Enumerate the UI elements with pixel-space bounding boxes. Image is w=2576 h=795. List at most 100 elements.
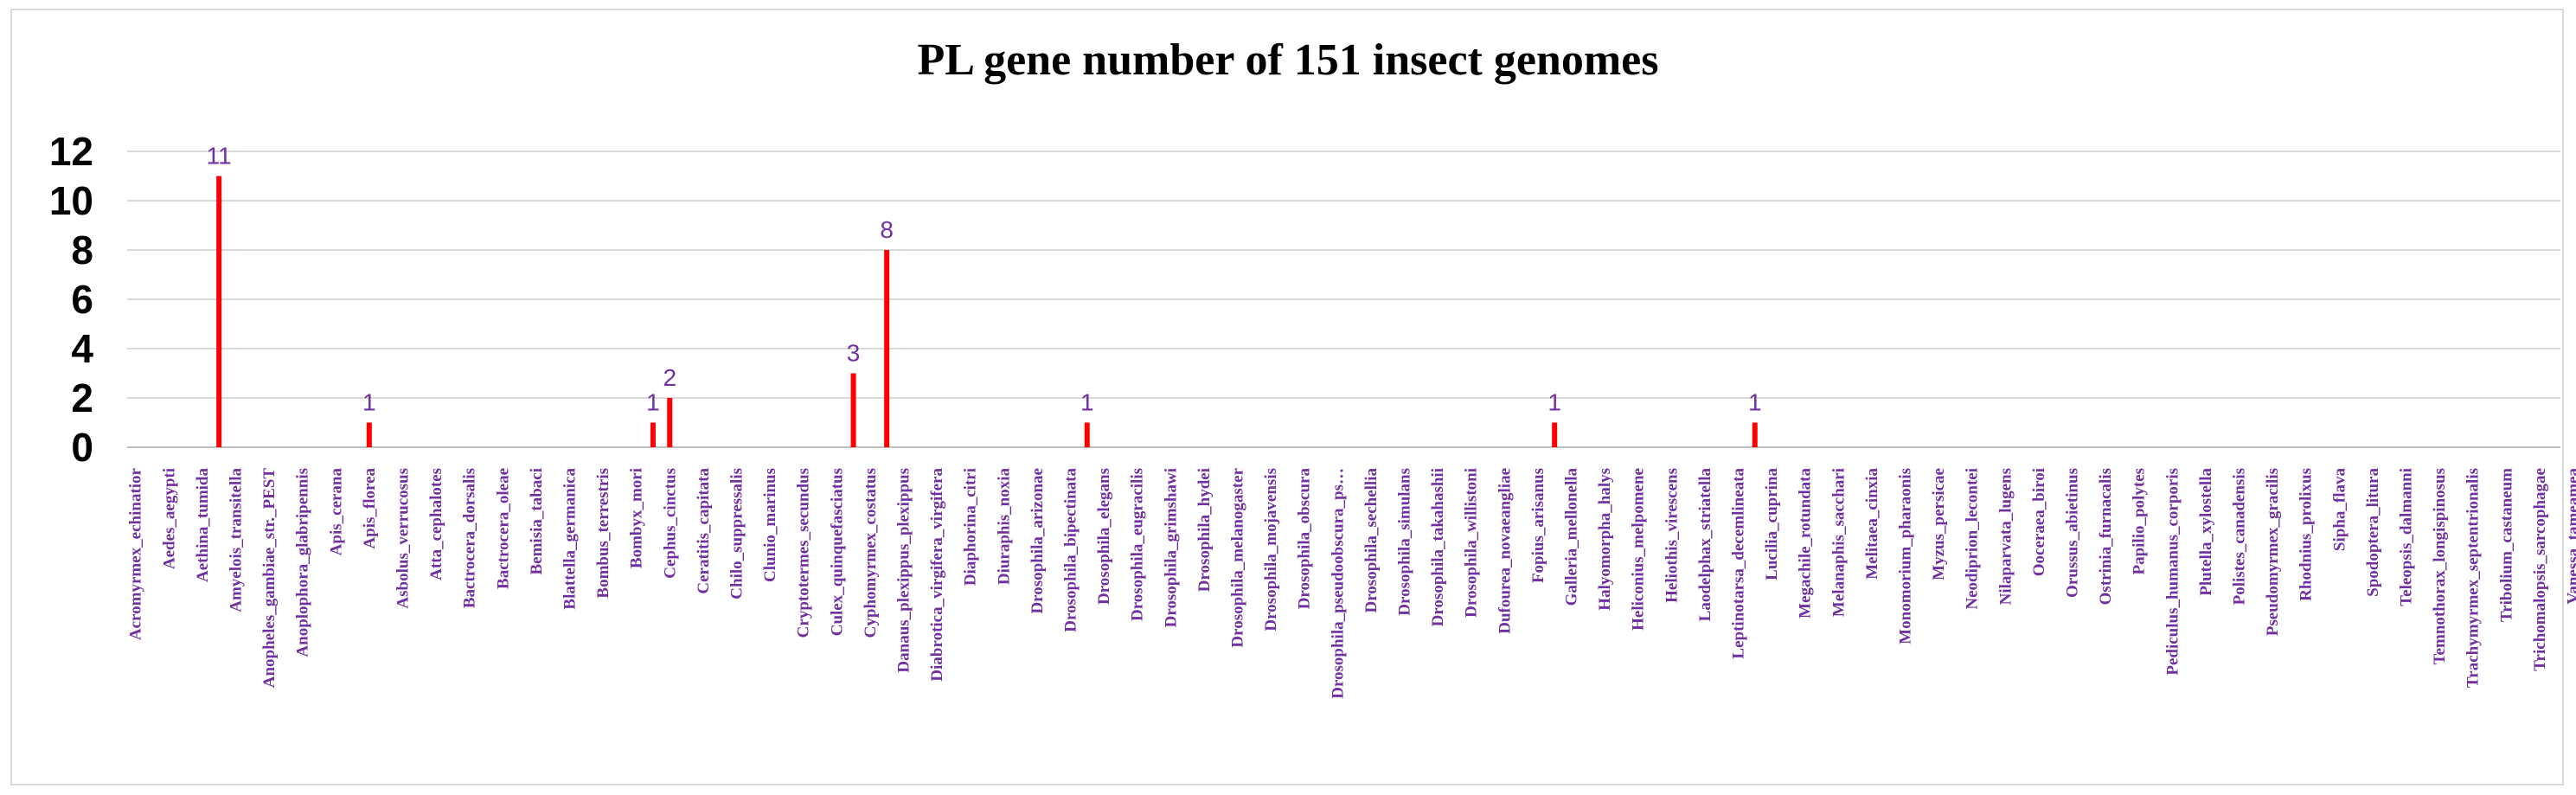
data-label: 1 [1748,389,1762,416]
x-tick-label: Drosophila_bipectinata [1061,468,1080,632]
y-tick-label: 0 [71,425,93,470]
bar [884,250,890,447]
gridlines [127,151,2560,448]
y-tick-label: 6 [71,277,93,322]
x-tick-label: Drosophila_pseudoobscura_ps… [1329,468,1347,699]
x-tick-label: Diaphorina_citri [962,468,980,586]
x-tick-label: Drosophila_arizonae [1028,468,1047,614]
x-tick-label: Temnothorax_longispinosus [2431,468,2449,664]
data-label: 1 [646,389,660,416]
y-tick-label: 8 [71,228,93,272]
x-tick-label: Aethina_tumida [194,468,212,582]
x-tick-label: Anopheles_gambiae_str._PEST [260,468,279,689]
x-tick-label: Drosophila_simulans [1395,468,1413,616]
x-tick-label: Ooceraea_biroi [2030,468,2048,576]
x-tick-label: Heliconius_melpomene [1630,468,1648,631]
x-tick-label: Megachile_rotundata [1797,468,1815,619]
x-tick-label: Vanessa_tameamea [2564,468,2576,605]
x-tick-label: Bombyx_mori [628,468,646,568]
y-tick-label: 4 [71,326,93,371]
x-tick-label: Halyomorpha_halys [1596,468,1614,611]
x-tick-label: Drosophila_elegans [1095,468,1113,605]
x-tick-label: Trichomalopsis_sarcophagae [2531,468,2549,671]
data-label: 11 [207,143,232,170]
x-tick-label: Drosophila_mojavensis [1262,468,1280,632]
data-label: 1 [1080,389,1094,416]
x-tick-label: Culex_quinquefasciatus [828,468,846,636]
bar [366,422,372,447]
x-tick-label: Apis_florea [361,468,379,549]
x-tick-label: Plutella_xylostella [2197,468,2215,596]
data-label: 1 [1548,389,1561,416]
x-tick-label: Fopius_arisanus [1529,468,1548,583]
x-tick-label: Polistes_canadensis [2230,468,2248,605]
y-tick-label: 10 [49,178,93,223]
x-tick-label: Dufourea_novaeangliae [1496,468,1514,634]
x-tick-label: Clunio_marinus [761,468,779,582]
y-tick-label: 12 [49,129,93,174]
x-tick-label: Drosophila_hydei [1195,468,1214,592]
x-tick-label: Bactrocera_oleae [494,468,512,589]
x-tick-label: Heliothis_virescens [1663,468,1681,603]
x-tick-label: Anoplophora_glabripennis [294,468,312,657]
bar [667,398,673,447]
data-label: 8 [880,216,894,243]
x-tick-label: Rhodnius_prolixus [2297,468,2316,601]
x-tick-label: Bactrocera_dorsalis [461,468,479,608]
x-tick-label: Chilo_suppressalis [727,468,746,599]
x-tick-label: Cyphomyrmex_costatus [862,468,880,638]
x-tick-label: Drosophila_melanogaster [1228,467,1246,647]
bar [1084,422,1090,447]
x-tick-label: Teleopsis_dalmanni [2397,468,2415,606]
x-tick-label: Neodiprion_lecontei [1964,468,1982,610]
data-label: 2 [663,364,676,391]
x-tick-label: Leptinotarsa_decemlineata [1729,468,1747,659]
data-label: 1 [362,389,376,416]
x-tick-label: Drosophila_eugracilis [1129,468,1147,621]
x-tick-label: Diabrotica_virgifera_virgifera [928,468,946,682]
bars [216,176,1758,447]
bar [850,373,856,447]
y-tick-label: 2 [71,375,93,420]
x-tick-label: Myzus_persicae [1930,468,1948,580]
x-tick-label: Aedes_aegypti [160,468,178,569]
bar [1752,422,1758,447]
x-tick-label: Drosophila_takahashii [1429,468,1447,626]
x-tick-label: Ceratitis_capitata [695,468,713,594]
x-tick-label: Drosophila_obscura [1296,468,1314,610]
x-tick-label: Ostrinia_furnacalis [2097,468,2115,605]
x-tick-label: Danaus_plexippus_plexippus [894,468,913,673]
x-tick-label: Nilaparvata_lugens [1996,468,2015,605]
bar [1552,422,1558,447]
x-tick-label: Drosophila_willistoni [1463,468,1481,618]
x-tick-label: Spodoptera_litura [2364,468,2382,597]
x-tick-label: Melitaea_cinxia [1863,468,1881,580]
x-tick-label: Laodelphax_striatella [1696,468,1714,622]
x-tick-label: Galleria_mellonella [1562,468,1580,606]
x-axis: Acromyrmex_echinatior Aedes_aegypti Aethin… [127,467,2576,698]
x-tick-label: Melanaphis_sacchari [1829,468,1848,617]
x-tick-label: Orussus_abietinus [2063,468,2081,598]
bar [216,176,222,447]
x-tick-label: Bemisia_tabaci [528,468,546,575]
x-tick-label: Pediculus_humanus_corporis [2163,468,2182,676]
x-tick-label: Papilio_polytes [2131,468,2149,575]
x-tick-label: Trachymyrmex_septentrionalis [2464,468,2483,688]
x-tick-label: Sipha_flava [2330,468,2349,552]
data-label: 3 [847,340,861,367]
x-tick-label: Amyelois_transitella [227,468,245,612]
x-tick-label: Cephus_cinctus [661,468,679,579]
x-tick-label: Monomorium_pharaonis [1896,468,1914,644]
x-tick-label: Acromyrmex_echinatior [127,467,145,640]
chart-title: PL gene number of 151 insect genomes [917,35,1659,85]
x-tick-label: Atta_cephalotes [427,468,445,580]
x-tick-label: Bombus_terrestris [594,468,612,599]
x-tick-label: Lucilia_cuprina [1763,468,1781,580]
x-tick-label: Drosophila_grimshawi [1162,468,1180,627]
x-tick-label: Diuraphis_noxia [995,468,1013,586]
x-tick-label: Drosophila_sechellia [1362,468,1381,613]
x-tick-label: Blattella_germanica [561,468,579,610]
x-tick-label: Apis_cerana [327,468,345,556]
